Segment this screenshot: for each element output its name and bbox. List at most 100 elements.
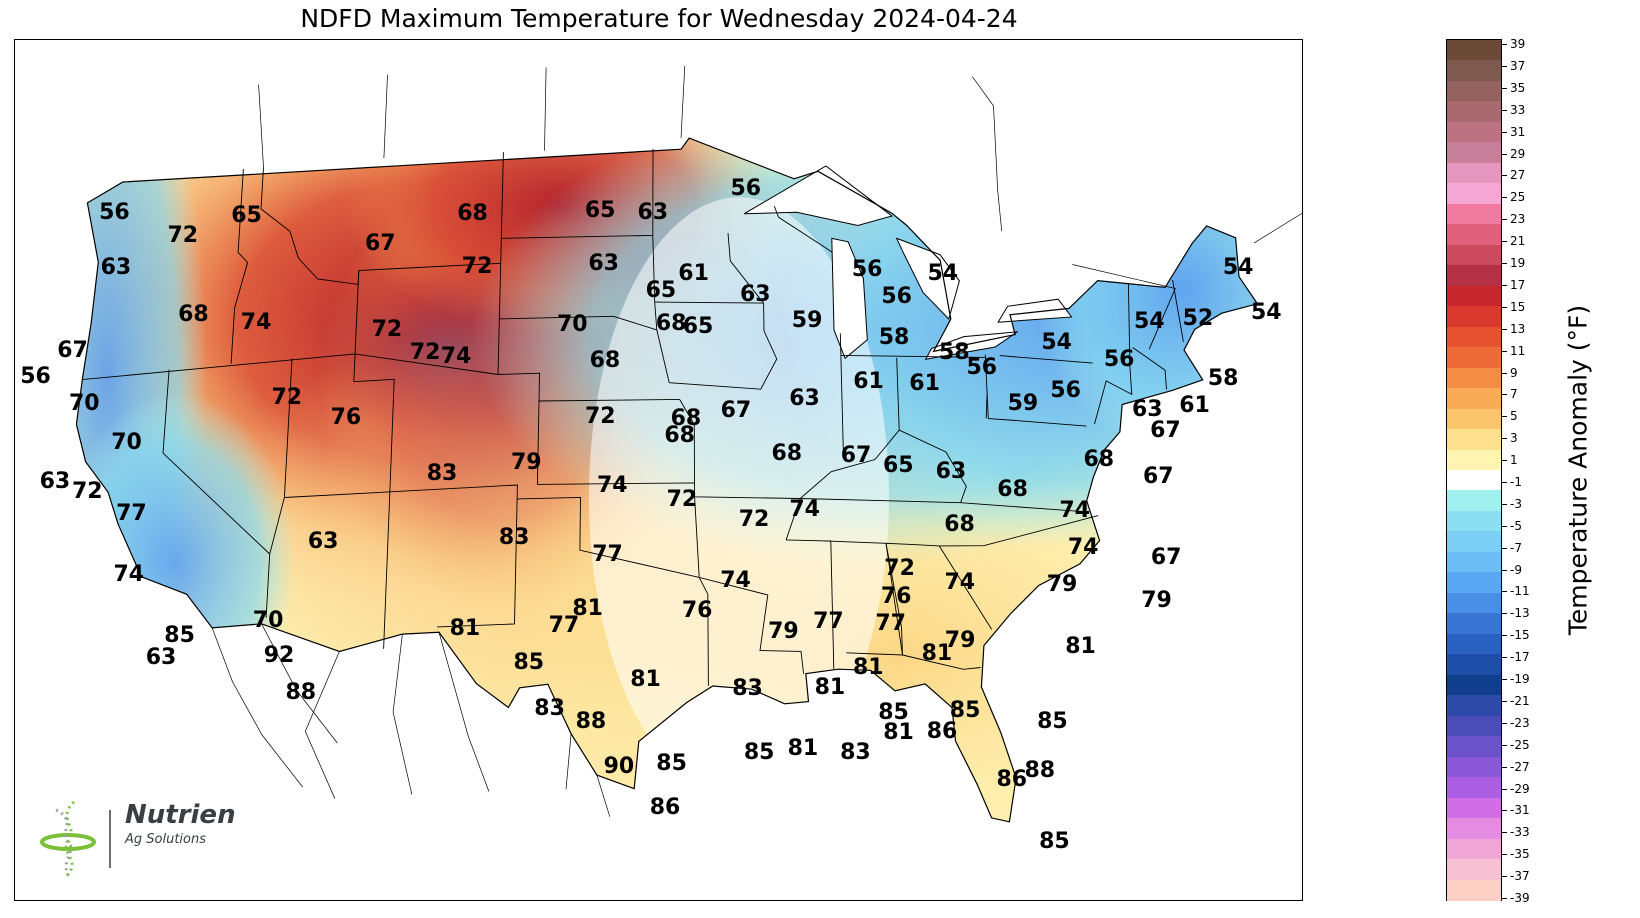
colorbar-segment (1447, 490, 1501, 512)
temp-value-label: 56 (99, 200, 130, 226)
temp-value-label: 63 (789, 385, 820, 411)
state-border (260, 167, 501, 285)
logo-wordmark: Nutrien (125, 800, 236, 830)
temp-value-label: 76 (681, 597, 713, 623)
temp-value-label: 81 (572, 595, 603, 621)
colorbar-tick-label: -17 (1502, 651, 1530, 663)
country-boundary (544, 67, 547, 151)
temp-value-label: 56 (730, 175, 762, 201)
temp-value-label: 56 (966, 355, 998, 381)
state-border (265, 358, 293, 618)
colorbar-segment (1447, 183, 1501, 205)
colorbar-tick-label: 21 (1502, 235, 1525, 247)
temp-value-label: 68 (670, 405, 702, 431)
temp-value-label: 68 (457, 201, 488, 227)
temp-value-label: 83 (534, 696, 565, 722)
colorbar-segment (1447, 367, 1501, 389)
colorbar-segment (1447, 162, 1501, 184)
colorbar-segment (1447, 736, 1501, 758)
temp-value-label: 72 (884, 555, 915, 581)
temp-value-label: 77 (875, 611, 906, 636)
colorbar-tick-label: 27 (1502, 169, 1525, 181)
colorbar-segment (1447, 674, 1501, 696)
temp-value-label: 72 (71, 478, 103, 504)
colorbar-tick-mark (1502, 372, 1507, 374)
country-boundary (261, 623, 338, 744)
anomaly-blob (76, 392, 297, 733)
country-boundary (258, 84, 264, 168)
country-boundary (596, 774, 611, 817)
temp-value-label: 54 (1222, 255, 1254, 281)
temp-value-label: 81 (921, 641, 953, 666)
state-border (499, 315, 657, 331)
temp-value-label: 63 (935, 458, 967, 484)
temp-value-label: 67 (840, 442, 872, 468)
temp-value-label: 68 (1083, 447, 1115, 473)
colorbar-tick-mark (1502, 766, 1507, 768)
colorbar-tick-mark (1502, 591, 1507, 593)
country-boundary (1072, 264, 1176, 289)
temp-value-label: 74 (596, 472, 628, 498)
colorbar-segment (1447, 777, 1501, 799)
temp-value-label: 77 (116, 501, 147, 527)
temp-value-label: 61 (678, 261, 709, 287)
colorbar-tick-mark (1502, 197, 1507, 199)
temp-value-label: 65 (645, 278, 677, 303)
colorbar-tick-mark (1502, 481, 1507, 483)
helix-icon (40, 800, 111, 879)
state-border (985, 393, 988, 419)
state-border (353, 270, 395, 491)
colorbar-segment (1447, 203, 1501, 225)
temp-value-label: 81 (449, 615, 481, 641)
temp-value-label: 81 (852, 654, 884, 680)
colorbar-tick-label: 31 (1502, 126, 1525, 138)
temp-value-label: 59 (1007, 391, 1039, 417)
colorbar-tick-mark (1502, 131, 1507, 133)
temp-value-label: 56 (881, 283, 912, 309)
temp-value-label: 72 (738, 506, 770, 532)
colorbar-segment (1447, 429, 1501, 451)
colorbar-tick-label: -25 (1502, 739, 1530, 751)
temp-value-label: 85 (1037, 709, 1068, 735)
colorbar-tick-label: -19 (1502, 673, 1530, 685)
temp-value-label: 81 (630, 667, 661, 693)
temp-value-label: 72 (584, 403, 616, 429)
temp-value-label: 72 (666, 486, 698, 512)
temp-value-label: 58 (1207, 366, 1239, 392)
colorbar-tick-label: 33 (1502, 104, 1525, 116)
temp-value-label: 67 (1150, 544, 1182, 570)
temp-value-label: 59 (791, 307, 823, 333)
colorbar-segment (1447, 40, 1501, 62)
colorbar-segment (1447, 797, 1501, 819)
temp-value-label: 67 (720, 398, 752, 423)
state-border (839, 333, 844, 459)
temp-value-label: 70 (556, 312, 588, 338)
colorbar-label: Temperature Anomaly (°F) (1563, 304, 1593, 636)
colorbar-tick-label: -3 (1502, 498, 1522, 510)
temp-value-label: 74 (1067, 534, 1099, 560)
colorbar-tick-mark (1502, 525, 1507, 527)
map-title: NDFD Maximum Temperature for Wednesday 2… (300, 4, 1018, 33)
temp-value-label: 70 (68, 391, 100, 417)
state-border (694, 496, 805, 674)
temp-value-label: 56 (1103, 347, 1135, 372)
temperature-map (75, 65, 1302, 823)
temp-value-label: 81 (787, 735, 819, 761)
colorbar-tick-mark (1502, 788, 1507, 790)
state-border (698, 577, 709, 686)
temp-value-label: 65 (882, 453, 914, 479)
colorbar-segment (1447, 715, 1501, 737)
country-boundary (565, 733, 572, 790)
colorbar-tick-mark (1502, 263, 1507, 264)
colorbar-segment (1447, 60, 1501, 82)
colorbar-segment (1447, 470, 1501, 492)
state-border (840, 354, 986, 358)
temp-value-label: 74 (113, 562, 145, 588)
colorbar-segment (1447, 613, 1501, 635)
colorbar-tick-mark (1502, 87, 1507, 89)
colorbar-tick-label: -33 (1502, 826, 1530, 838)
lake (895, 237, 960, 320)
temp-value-label: 67 (1142, 464, 1174, 490)
state-border (1172, 279, 1184, 342)
state-border (1148, 288, 1176, 350)
